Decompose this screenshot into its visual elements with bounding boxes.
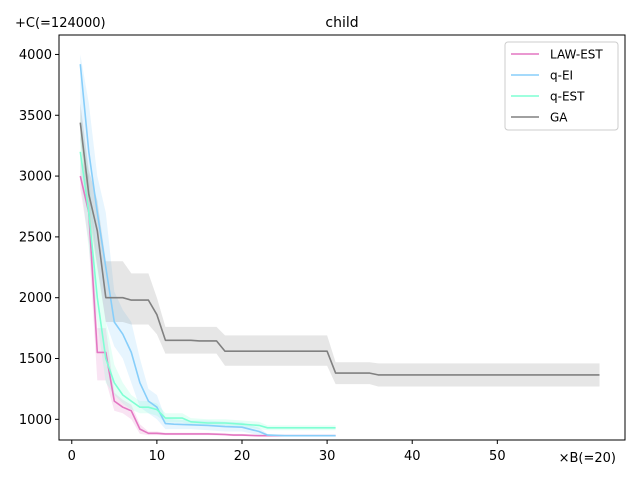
x-tick-label: 20 [234, 449, 251, 464]
legend: LAW-EST q-EI q-EST GA [504, 41, 619, 131]
chart-title: child [325, 15, 358, 31]
series-lines [79, 64, 600, 437]
legend-label-law-est: LAW-EST [550, 48, 603, 62]
legend-label-ga: GA [550, 111, 568, 125]
line-ga [79, 122, 600, 376]
axes-frame [58, 34, 626, 441]
x-tick-label: 50 [489, 449, 506, 464]
y-tick-label: 2500 [19, 230, 52, 245]
x-scale-label: ×B(=20) [559, 451, 616, 466]
line-q-est [79, 151, 336, 429]
legend-label-q-ei: q-EI [550, 69, 573, 83]
y-axis: 1000 1500 2000 2500 3000 3500 4000 [19, 48, 59, 428]
x-tick-label: 10 [149, 449, 166, 464]
y-tick-label: 1500 [19, 352, 52, 367]
plot-area [79, 54, 600, 437]
line-q-ei [79, 64, 336, 437]
x-axis: 0 10 20 30 40 50 [68, 440, 506, 464]
legend-label-q-est: q-EST [550, 90, 585, 104]
y-offset-label: +C(=124000) [15, 16, 106, 31]
y-tick-label: 2000 [19, 291, 52, 306]
y-tick-label: 4000 [19, 48, 52, 63]
y-tick-label: 3000 [19, 170, 52, 185]
x-tick-label: 40 [404, 449, 421, 464]
legend-box [504, 41, 619, 131]
y-tick-label: 1000 [19, 413, 52, 428]
y-tick-label: 3500 [19, 109, 52, 124]
x-tick-label: 30 [319, 449, 336, 464]
x-tick-label: 0 [68, 449, 76, 464]
